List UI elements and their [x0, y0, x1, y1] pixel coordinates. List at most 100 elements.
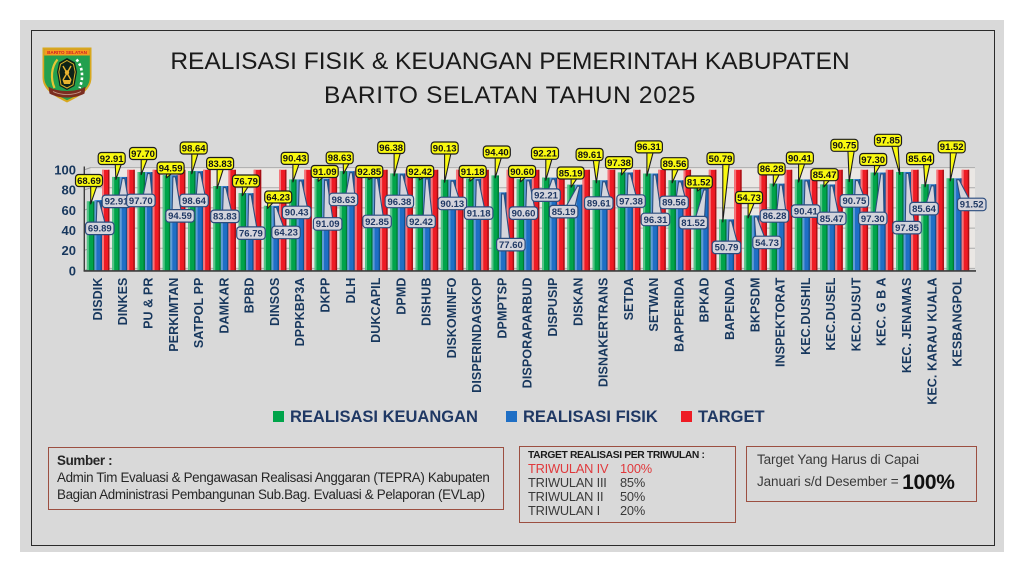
svg-text:90.41: 90.41 — [794, 207, 818, 218]
svg-text:91.18: 91.18 — [461, 167, 485, 178]
svg-text:100: 100 — [54, 163, 76, 178]
svg-text:91.18: 91.18 — [467, 209, 491, 220]
svg-text:91.52: 91.52 — [960, 200, 984, 211]
svg-text:91.52: 91.52 — [940, 142, 964, 153]
svg-text:50.79: 50.79 — [715, 243, 739, 254]
svg-text:89.61: 89.61 — [587, 198, 611, 209]
svg-text:54.73: 54.73 — [737, 193, 761, 204]
svg-text:DISKOMINFO: DISKOMINFO — [445, 277, 459, 358]
svg-text:DKPP: DKPP — [319, 278, 333, 313]
svg-text:94.59: 94.59 — [168, 211, 192, 222]
svg-text:97.30: 97.30 — [861, 155, 885, 166]
svg-text:97.38: 97.38 — [607, 158, 631, 169]
svg-text:BARITO SELATAN: BARITO SELATAN — [47, 50, 87, 55]
svg-text:INSPEKTORAT: INSPEKTORAT — [774, 277, 788, 367]
svg-text:DPMD: DPMD — [394, 278, 408, 315]
svg-text:KEC.DUSUT: KEC.DUSUT — [849, 277, 863, 351]
svg-text:76.79: 76.79 — [234, 176, 258, 187]
svg-text:96.31: 96.31 — [644, 215, 668, 226]
svg-text:KEC.DUSHIL: KEC.DUSHIL — [799, 277, 813, 355]
svg-text:DISKAN: DISKAN — [571, 278, 585, 327]
svg-text:DINKES: DINKES — [116, 278, 130, 326]
svg-text:68.69: 68.69 — [77, 176, 101, 187]
svg-text:91.09: 91.09 — [313, 167, 337, 178]
svg-text:83.83: 83.83 — [213, 212, 237, 223]
svg-text:92.91: 92.91 — [100, 154, 124, 165]
svg-text:0: 0 — [69, 263, 76, 278]
svg-text:92.85: 92.85 — [365, 217, 389, 228]
svg-text:SETWAN: SETWAN — [647, 278, 661, 332]
svg-text:50.79: 50.79 — [709, 154, 733, 165]
svg-text:KEC. KARAU KUALA: KEC. KARAU KUALA — [925, 278, 939, 405]
svg-text:BKPSDM: BKPSDM — [748, 278, 762, 333]
svg-text:85.47: 85.47 — [813, 170, 837, 181]
svg-text:PERKIMTAN: PERKIMTAN — [167, 278, 181, 352]
svg-text:97.30: 97.30 — [861, 214, 885, 225]
svg-text:SETDA: SETDA — [622, 278, 636, 321]
svg-text:BAPPERIDA: BAPPERIDA — [673, 278, 687, 353]
svg-text:92.42: 92.42 — [409, 217, 433, 228]
svg-text:54.73: 54.73 — [755, 238, 779, 249]
svg-text:40: 40 — [62, 223, 76, 238]
svg-text:81.52: 81.52 — [687, 177, 711, 188]
svg-text:91.09: 91.09 — [316, 219, 340, 230]
svg-text:DISDIK: DISDIK — [91, 278, 105, 321]
svg-text:85.64: 85.64 — [908, 154, 932, 165]
svg-text:97.85: 97.85 — [876, 136, 900, 147]
svg-text:90.60: 90.60 — [512, 209, 536, 220]
svg-text:64.23: 64.23 — [274, 228, 298, 239]
svg-text:90.43: 90.43 — [283, 154, 307, 165]
svg-text:KEC. JENAMAS: KEC. JENAMAS — [900, 278, 914, 374]
svg-text:96.31: 96.31 — [637, 142, 661, 153]
svg-text:85.64: 85.64 — [912, 204, 936, 215]
svg-text:97.70: 97.70 — [131, 149, 155, 160]
svg-text:DISNAKERTRANS: DISNAKERTRANS — [597, 278, 611, 388]
svg-text:90.60: 90.60 — [510, 167, 534, 178]
svg-text:97.70: 97.70 — [129, 196, 153, 207]
svg-text:85.47: 85.47 — [820, 214, 844, 225]
svg-text:DISPORAPARBUD: DISPORAPARBUD — [521, 278, 535, 389]
svg-text:85.19: 85.19 — [559, 168, 583, 179]
svg-text:KEC. G B A: KEC. G B A — [875, 278, 889, 347]
svg-text:94.59: 94.59 — [159, 163, 183, 174]
svg-text:98.64: 98.64 — [182, 143, 206, 154]
svg-text:98.64: 98.64 — [182, 196, 206, 207]
svg-text:90.41: 90.41 — [788, 153, 812, 164]
svg-text:92.21: 92.21 — [534, 191, 558, 202]
svg-text:DISPUSIP: DISPUSIP — [546, 278, 560, 337]
svg-text:20: 20 — [62, 243, 76, 258]
svg-text:90.75: 90.75 — [843, 196, 867, 207]
svg-text:92.85: 92.85 — [357, 167, 381, 178]
svg-text:83.83: 83.83 — [208, 159, 232, 170]
svg-text:96.38: 96.38 — [388, 197, 412, 208]
svg-text:KESBANGPOL: KESBANGPOL — [951, 277, 965, 366]
svg-text:BAPENDA: BAPENDA — [723, 278, 737, 341]
svg-text:96.38: 96.38 — [379, 143, 403, 154]
svg-text:80: 80 — [62, 183, 76, 198]
svg-text:98.63: 98.63 — [328, 153, 352, 164]
svg-text:SATPOL PP: SATPOL PP — [192, 278, 206, 349]
svg-text:89.56: 89.56 — [663, 159, 687, 170]
svg-text:92.42: 92.42 — [408, 167, 432, 178]
svg-text:DAMKAR: DAMKAR — [217, 278, 231, 334]
svg-text:90.13: 90.13 — [440, 199, 464, 210]
svg-text:92.91: 92.91 — [105, 197, 129, 208]
svg-text:60: 60 — [62, 203, 76, 218]
svg-text:86.28: 86.28 — [760, 164, 784, 175]
svg-text:89.61: 89.61 — [578, 150, 602, 161]
svg-text:85.19: 85.19 — [552, 207, 576, 218]
svg-text:77.60: 77.60 — [499, 240, 523, 251]
svg-text:DPPKBP3A: DPPKBP3A — [293, 278, 307, 347]
svg-text:DPMPTSP: DPMPTSP — [496, 278, 510, 339]
svg-text:89.56: 89.56 — [662, 198, 686, 209]
svg-text:90.13: 90.13 — [433, 143, 457, 154]
svg-text:98.63: 98.63 — [332, 195, 356, 206]
svg-text:BPKAD: BPKAD — [698, 278, 712, 323]
svg-text:94.40: 94.40 — [485, 147, 509, 158]
svg-text:90.75: 90.75 — [833, 141, 857, 152]
svg-text:PU & PR: PU & PR — [142, 278, 156, 329]
svg-text:DISPERINDAGKOP: DISPERINDAGKOP — [470, 278, 484, 393]
svg-text:64.23: 64.23 — [266, 192, 290, 203]
svg-text:69.89: 69.89 — [88, 224, 112, 235]
svg-text:DLH: DLH — [344, 278, 358, 304]
